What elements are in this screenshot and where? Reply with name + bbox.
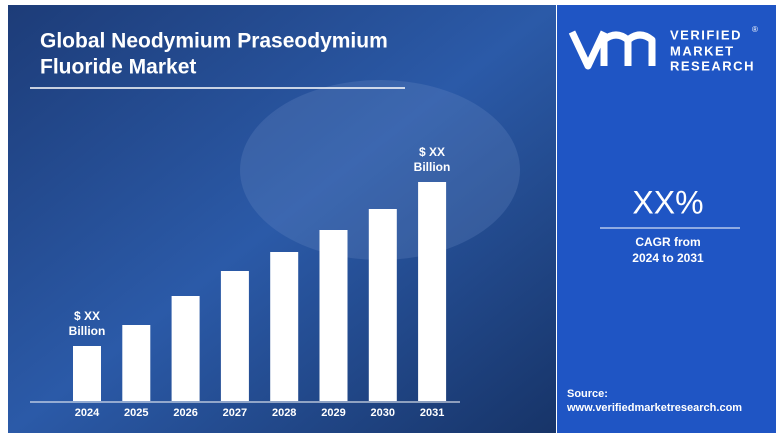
brand: VERIFIED xyxy=(670,27,742,42)
x-tick-label: 2027 xyxy=(223,407,247,419)
annotation: $ XX xyxy=(74,309,100,323)
x-tick-label: 2025 xyxy=(124,407,148,419)
brand-mark: ® xyxy=(752,25,758,34)
x-tick-label: 2030 xyxy=(371,407,395,419)
bar xyxy=(418,182,447,401)
cagr-value: XX% xyxy=(632,184,703,220)
x-tick-label: 2028 xyxy=(272,407,296,419)
bar xyxy=(73,346,101,401)
bar xyxy=(270,252,299,401)
logo-icon xyxy=(568,30,656,70)
bar xyxy=(319,230,348,401)
bar xyxy=(171,296,200,401)
x-tick-label: 2026 xyxy=(173,407,197,419)
bar xyxy=(220,271,249,401)
annotation: $ XX xyxy=(419,145,445,159)
annotation: Billion xyxy=(414,160,451,174)
bar xyxy=(122,325,151,401)
x-tick-label: 2029 xyxy=(321,407,345,419)
source-label: Source: xyxy=(567,388,608,400)
bar xyxy=(368,209,397,401)
background-photo xyxy=(240,80,520,260)
x-tick-label: 2031 xyxy=(420,407,444,419)
x-tick-label: 2024 xyxy=(75,407,100,419)
cagr-label: 2024 to 2031 xyxy=(632,251,704,265)
source-url: www.verifiedmarketresearch.com xyxy=(566,402,742,414)
cagr-label: CAGR from xyxy=(635,235,700,249)
annotation: Billion xyxy=(69,324,106,338)
chart-title: Global Neodymium Praseodymium xyxy=(40,30,388,53)
brand: RESEARCH xyxy=(670,58,755,73)
brand: MARKET xyxy=(670,43,735,58)
chart-title: Fluoride Market xyxy=(40,56,196,79)
right-panel xyxy=(557,5,776,433)
